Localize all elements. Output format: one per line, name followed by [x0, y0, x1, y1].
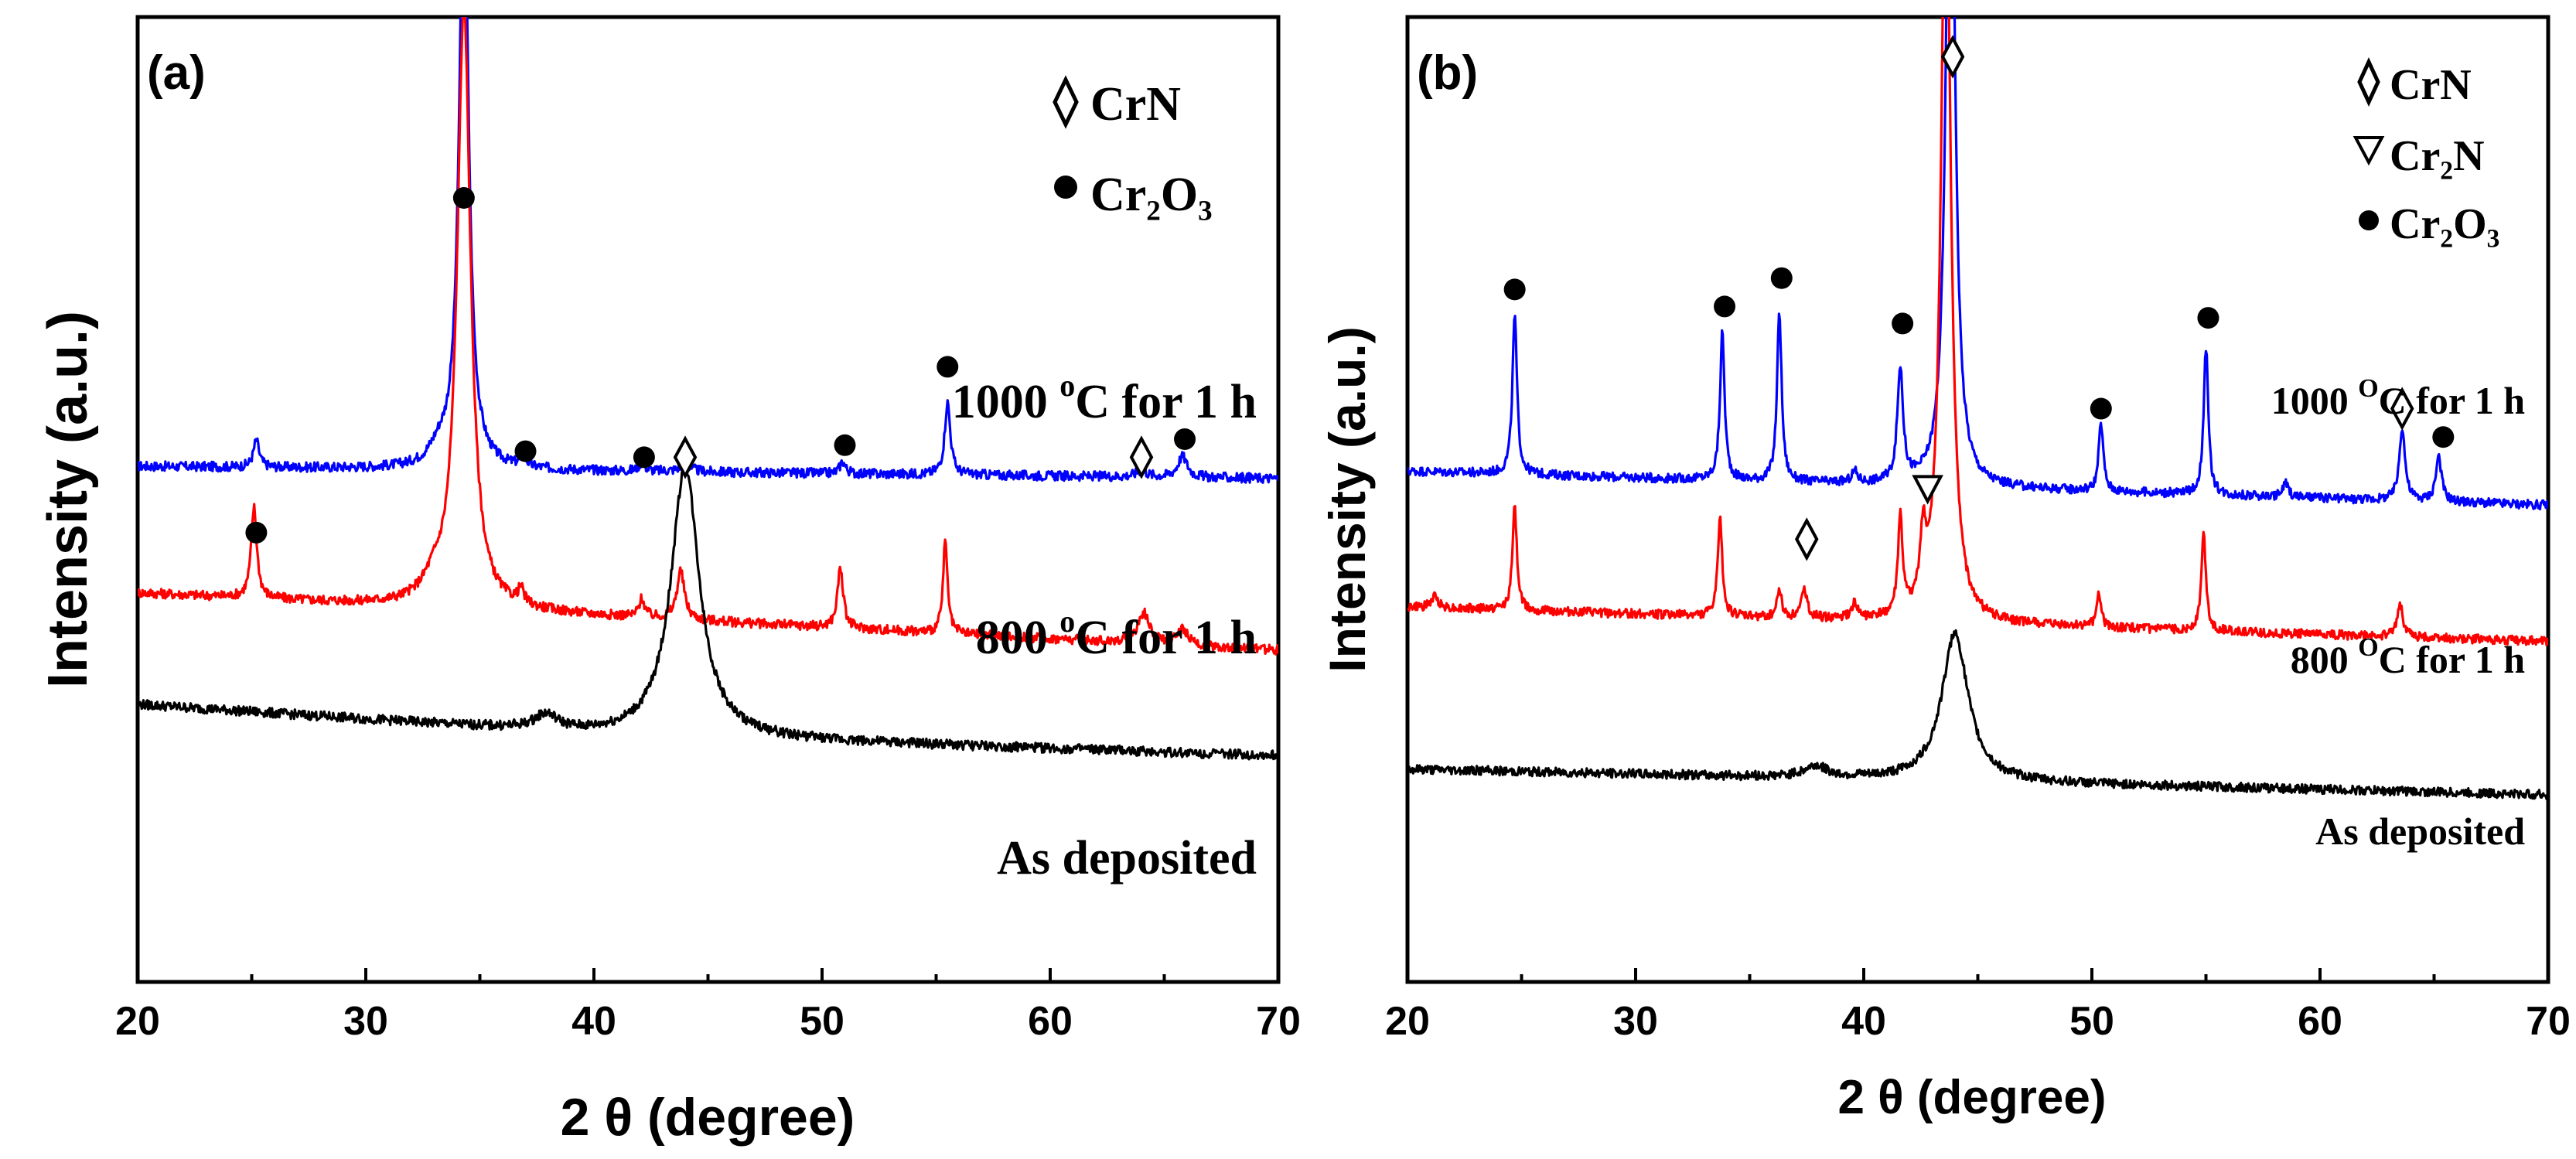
panel-b-legend: CrN Cr₂N Cr₂O₃	[2353, 57, 2499, 248]
panel-a-label-1000c: 1000 oC for 1 h	[952, 368, 1257, 428]
panel-b-markers-group	[1503, 35, 2455, 561]
panel-b-series-800c-line	[1407, 17, 2548, 646]
panel-b-series-1000c-line	[1407, 17, 2548, 511]
panel-b-marker-cr2o3-1-dot-icon	[1714, 295, 1736, 318]
panel-b-label-1000c: 1000 OC for 1 h	[2271, 374, 2526, 422]
panel-b-label-800c-tail: C for 1 h	[2379, 638, 2526, 681]
panel-b-marker-cr2o3-3-dot-icon	[1892, 312, 1914, 335]
panel-b-label-800c-sup: O	[2358, 633, 2378, 662]
panel-a: 20 30 40 50 60 70 (a) CrN Cr₂O₃ 1000 oC for 1…	[37, 15, 1301, 1147]
panel-b-marker-cr2o3-5-dot-icon	[2090, 397, 2112, 420]
panel-b-label-800c: 800 OC for 1 h	[2291, 633, 2526, 681]
panel-b-label-1000c-tail: C for 1 h	[2379, 379, 2526, 422]
panel-b-series-as-deposited-line	[1407, 629, 2548, 800]
panel-a-x-tick-label: 30	[343, 999, 388, 1044]
panel-a-ticks-group: 20 30 40 50 60 70	[115, 968, 1301, 1044]
panel-b-label-as-deposited: As deposited	[2315, 810, 2525, 853]
panel-a-x-tick-label: 60	[1028, 999, 1073, 1044]
panel-a-legend-crn: CrN	[1090, 78, 1181, 131]
panel-a-label-1000c-main: 1000	[952, 376, 1060, 428]
panel-a-x-tick-label: 70	[1256, 999, 1301, 1044]
panel-b-x-tick-label: 70	[2526, 999, 2571, 1044]
panel-b-label-1000c-main: 1000	[2271, 379, 2359, 422]
panel-b-y-axis-title: Intensity (a.u.)	[1319, 326, 1376, 672]
panel-a-x-tick-label: 50	[800, 999, 844, 1044]
legend-cr2n-triangle-icon	[2353, 136, 2385, 166]
panel-a-marker-cr2o3-3-dot-icon	[633, 446, 655, 469]
panel-a-label-800c-sup: o	[1059, 604, 1075, 639]
panel-a-series-group	[138, 17, 1278, 761]
panel-b-x-tick-label: 60	[2298, 999, 2342, 1044]
panel-b-x-tick-label: 20	[1385, 999, 1430, 1044]
panel-a-series-800c-line	[138, 17, 1278, 656]
panel-b-x-tick-label: 50	[2069, 999, 2114, 1044]
panel-a-marker-cr2o3-8-dot-icon	[1174, 428, 1196, 450]
panel-a-label-1000c-tail: C for 1 h	[1075, 376, 1257, 428]
panel-b-series-group	[1407, 17, 2548, 800]
panel-a-label-1000c-sup: o	[1059, 368, 1075, 403]
panel-a-marker-cr2o3-6-dot-icon	[937, 356, 959, 378]
panel-b-label-1000c-sup: O	[2358, 374, 2378, 403]
panel-b-marker-cr2o3-6-dot-icon	[2197, 307, 2219, 329]
panel-b-legend-cr2n: Cr₂N	[2390, 132, 2485, 180]
panel-a-series-as-deposited-line	[138, 461, 1278, 761]
panel-b-marker-cr2n-10-triangle-icon	[1912, 475, 1943, 505]
panel-b-label: (b)	[1417, 46, 1478, 100]
panel-a-x-axis-title: 2 θ (degree)	[561, 1088, 855, 1147]
panel-a-label-800c-main: 800	[976, 612, 1060, 664]
panel-b-marker-crn-9-diamond-icon	[1794, 517, 1819, 561]
panel-a-marker-cr2o3-0-dot-icon	[245, 521, 268, 544]
panel-b-marker-cr2o3-2-dot-icon	[1770, 267, 1793, 289]
panel-a-legend-cr2o3: Cr₂O₃	[1090, 169, 1213, 221]
panel-a-series-1000c-line	[138, 17, 1278, 484]
panel-a-x-tick-label: 40	[571, 999, 616, 1044]
panel-b-ticks-group: 20 30 40 50 60 70	[1385, 968, 2571, 1044]
panel-a-marker-cr2o3-2-dot-icon	[514, 440, 537, 462]
panel-a-label: (a)	[147, 46, 206, 100]
panel-b-x-axis-title: 2 θ (degree)	[1837, 1071, 2106, 1124]
legend-cr2o3-dot-icon	[1054, 176, 1077, 199]
panel-b-legend-cr2o3: Cr₂O₃	[2390, 200, 2499, 248]
panel-a-label-800c: 800 oC for 1 h	[976, 604, 1257, 664]
panel-b-label-800c-main: 800	[2291, 638, 2359, 681]
legend-cr2o3-dot-icon	[2359, 210, 2379, 230]
panel-b-marker-crn-7-diamond-icon	[2390, 387, 2414, 431]
panel-a-markers-group	[245, 187, 1196, 544]
panel-a-y-axis-title: Intensity (a.u.)	[37, 311, 99, 688]
panel-a-x-tick-label: 20	[115, 999, 160, 1044]
panel-a-marker-crn-7-diamond-icon	[1129, 435, 1154, 479]
legend-crn-diamond-icon	[2357, 57, 2380, 107]
panel-a-label-800c-tail: C for 1 h	[1075, 612, 1257, 664]
panel-b-x-tick-label: 40	[1841, 999, 1886, 1044]
panel-a-label-as-deposited: As deposited	[997, 832, 1257, 885]
legend-crn-diamond-icon	[1053, 75, 1079, 129]
panel-b-marker-cr2o3-8-dot-icon	[2432, 426, 2455, 448]
panel-b-x-tick-label: 30	[1613, 999, 1658, 1044]
panel-b-marker-crn-4-diamond-icon	[1940, 35, 1965, 79]
panel-a-marker-cr2o3-5-dot-icon	[834, 434, 856, 456]
panel-a-marker-cr2o3-1-dot-icon	[452, 187, 475, 209]
panel-a-legend: CrN Cr₂O₃	[1053, 75, 1213, 221]
panel-b-marker-cr2o3-0-dot-icon	[1503, 278, 1526, 301]
panel-a-marker-crn-4-diamond-icon	[673, 435, 698, 479]
panel-b-legend-crn: CrN	[2390, 61, 2472, 109]
panel-b: 20 30 40 50 60 70 (b) CrN Cr₂N Cr₂O₃ 1000 OC …	[1319, 15, 2571, 1124]
